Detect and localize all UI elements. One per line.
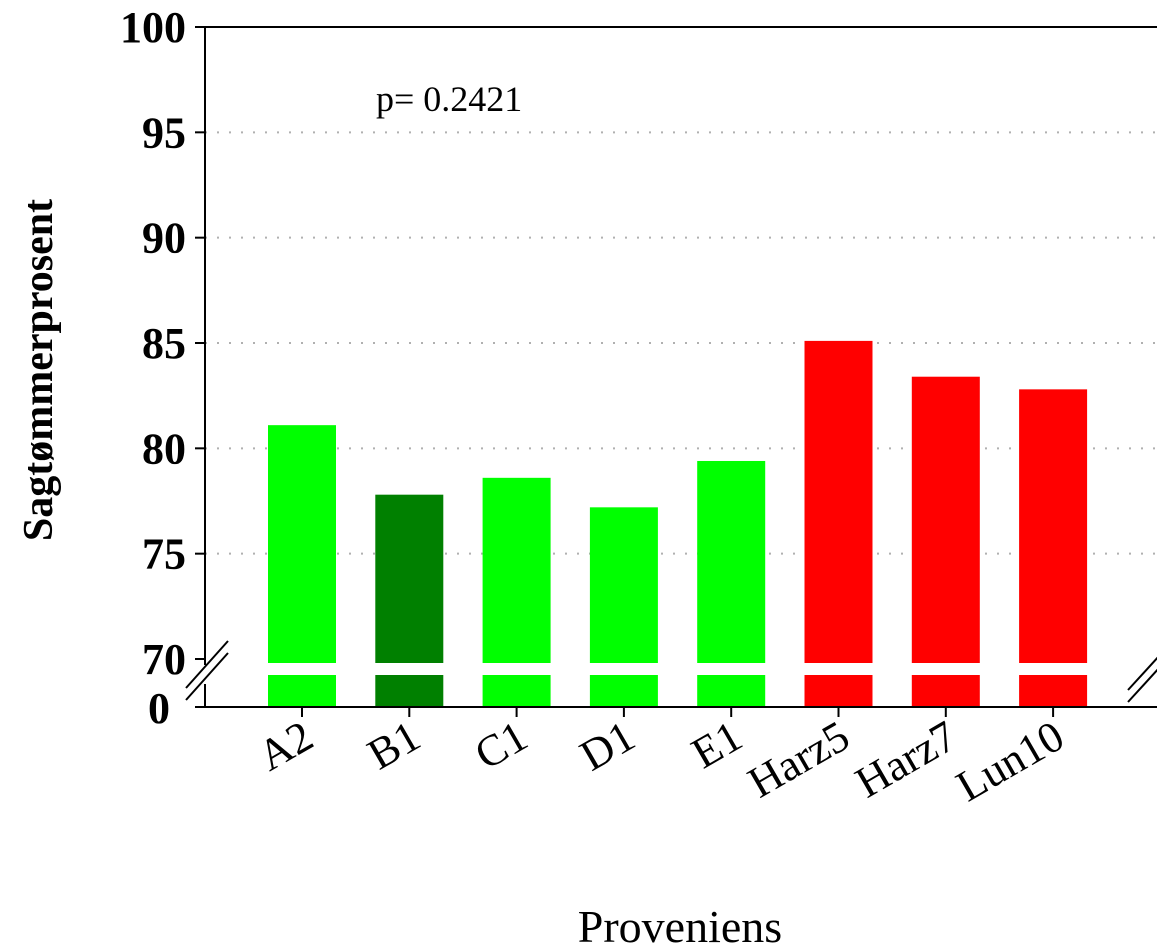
y-tick-label-80: 80: [142, 424, 186, 473]
bar-Lun10: [1019, 389, 1088, 663]
y-tick-label-90: 90: [142, 214, 186, 263]
x-axis-label: Proveniens: [578, 901, 782, 950]
axis-break-mark-right: [1127, 656, 1157, 691]
axis-break-mark: [185, 652, 229, 701]
bar-C1: [482, 477, 551, 663]
y-tick-label-zero: 0: [148, 684, 170, 733]
bar-base-Harz7: [911, 675, 980, 707]
bar-base-Harz5: [804, 675, 873, 707]
y-tick-label-70: 70: [142, 635, 186, 684]
y-axis-label: Sagtømmerprosent: [16, 199, 62, 541]
bar-Harz7: [911, 376, 980, 663]
bar-base-E1: [697, 675, 766, 707]
y-tick-label-75: 75: [142, 530, 186, 579]
axes: [185, 26, 1157, 717]
axis-break-mark-right: [1127, 668, 1157, 703]
y-tick-label-85: 85: [142, 319, 186, 368]
bar-A2: [268, 425, 336, 663]
x-tick-label-Harz5: Harz5: [740, 711, 858, 807]
bars: [268, 340, 1088, 707]
bar-E1: [697, 460, 766, 663]
gridlines: [205, 131, 1157, 555]
y-tick-labels: 70 75 80 85 90 95 100 0: [120, 3, 186, 733]
bar-base-A2: [268, 675, 336, 707]
bar-base-B1: [375, 675, 444, 707]
bar-Harz5: [804, 340, 873, 663]
bar-B1: [375, 494, 444, 663]
axis-break-mark: [185, 640, 229, 689]
p-value-annotation: p= 0.2421: [376, 79, 522, 119]
x-tick-label-D1: D1: [572, 711, 643, 780]
x-tick-label-A2: A2: [250, 711, 321, 780]
bar-base-C1: [482, 675, 551, 707]
x-tick-label-Lun10: Lun10: [948, 711, 1072, 811]
x-tick-label-E1: E1: [683, 711, 750, 778]
y-tick-label-95: 95: [142, 108, 186, 157]
bar-base-Lun10: [1019, 675, 1088, 707]
y-tick-label-100: 100: [120, 3, 186, 52]
bar-base-D1: [589, 675, 658, 707]
bar-D1: [589, 507, 658, 663]
x-tick-label-B1: B1: [359, 711, 428, 779]
x-tick-label-Harz7: Harz7: [847, 711, 965, 807]
x-tick-label-C1: C1: [467, 711, 536, 779]
